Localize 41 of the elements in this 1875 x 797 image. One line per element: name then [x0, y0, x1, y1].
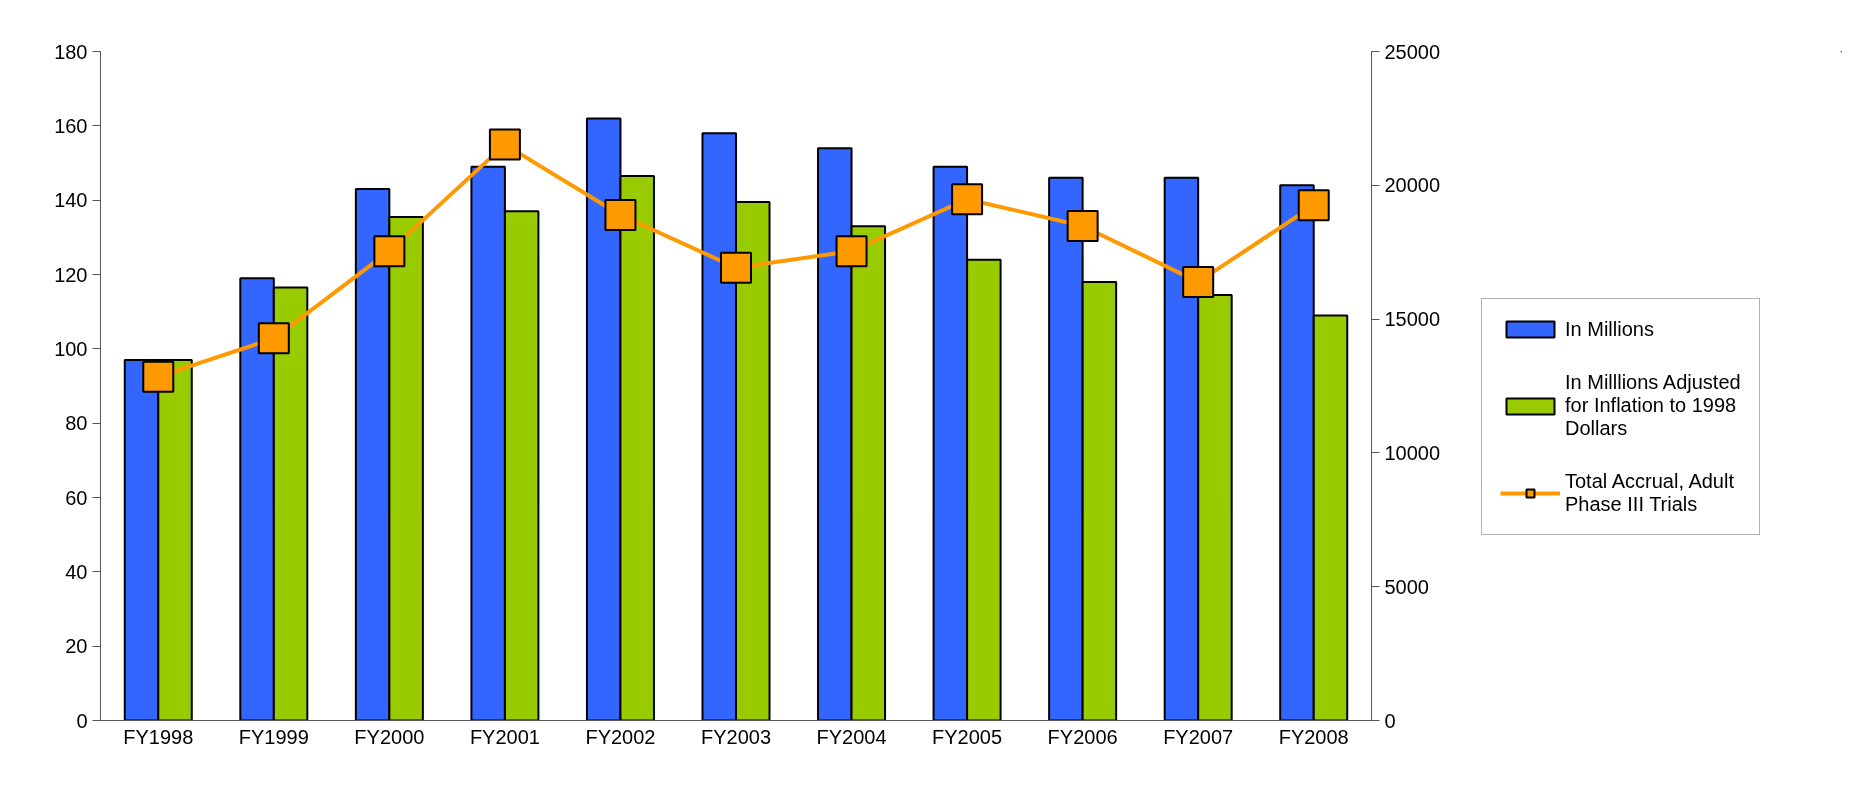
legend-label: In Millions	[1565, 317, 1654, 341]
point	[1297, 189, 1330, 222]
x-tick-label: FY2007	[1163, 725, 1234, 748]
y2-tick-label: 5000	[1384, 575, 1429, 598]
point	[373, 235, 406, 268]
x-tick-label: FY2006	[1047, 725, 1118, 748]
y2-tick-label: 10000	[1384, 441, 1441, 464]
y-tick-label: 20	[65, 635, 88, 658]
x-tick-label: FY2005	[932, 725, 1003, 748]
point	[951, 183, 984, 216]
y-tick-label: 100	[54, 337, 88, 360]
y-tick-label: 160	[54, 114, 88, 137]
point	[720, 251, 752, 284]
point	[1182, 265, 1215, 298]
y-tick-label: 60	[65, 486, 88, 509]
x-tick-label: FY1998	[123, 725, 194, 748]
legend-label: In Milllions Adjusted for Inflation to 1998 Dollars	[1565, 371, 1741, 440]
y-tick-label: 40	[65, 560, 88, 583]
y-tick-label: 180	[54, 40, 88, 63]
y-tick-label: 80	[65, 412, 88, 435]
x-tick-label: FY2002	[585, 725, 656, 748]
point	[142, 360, 175, 393]
y2-tick-label: 20000	[1384, 174, 1441, 197]
x-tick-label: FY2008	[1278, 725, 1349, 748]
y-tick-label: 140	[54, 189, 88, 212]
point	[257, 322, 290, 355]
legend-label: Total Accrual, Adult Phase III Trials	[1565, 470, 1734, 516]
y2-tick-label: 15000	[1384, 308, 1441, 331]
y-tick-label: 0	[76, 709, 88, 732]
x-tick-label: FY2001	[469, 725, 540, 748]
x-tick-label: FY2000	[354, 725, 425, 748]
point	[1066, 209, 1099, 242]
y2-tick-label: 0	[1384, 709, 1396, 732]
point	[488, 128, 521, 161]
point	[604, 199, 637, 231]
x-tick-label: FY2004	[816, 725, 887, 748]
x-tick-label: FY2003	[700, 725, 772, 748]
y2-tick-label: 25000	[1384, 40, 1441, 63]
x-tick-label: FY1999	[238, 725, 309, 748]
point	[835, 235, 868, 268]
y-tick-label: 120	[54, 263, 88, 286]
